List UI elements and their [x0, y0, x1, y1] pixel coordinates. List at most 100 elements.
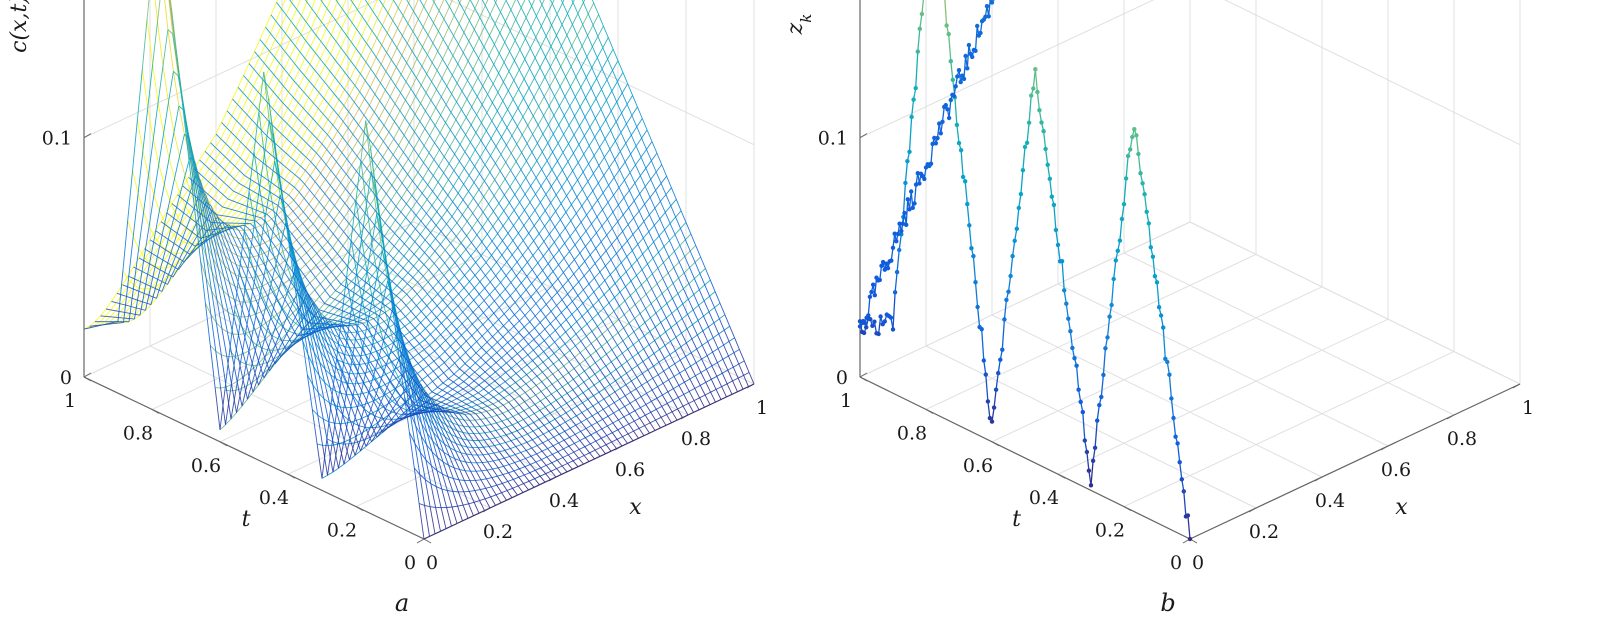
surface-x-segment — [514, 390, 521, 397]
surface-x-segment — [614, 159, 621, 170]
data-point — [1144, 209, 1149, 214]
surface-x-segment — [358, 124, 364, 132]
surface-x-segment — [353, 364, 360, 374]
surface-x-segment — [342, 121, 349, 129]
surface-x-segment — [199, 180, 205, 201]
series-segment — [960, 150, 964, 177]
surface-x-segment — [428, 14, 434, 24]
surface-x-segment — [534, 404, 541, 411]
surface-x-segment — [468, 190, 474, 199]
surface-x-segment — [108, 323, 114, 325]
surface-x-segment — [738, 363, 745, 376]
surface-x-segment — [287, 205, 294, 212]
surface-x-segment — [556, 292, 563, 300]
surface-x-segment — [270, 239, 276, 247]
surface-x-segment — [276, 225, 282, 233]
t-tick-label: 0.6 — [963, 455, 993, 477]
surface-x-segment — [558, 249, 565, 259]
surface-x-segment — [329, 387, 336, 406]
surface-x-segment — [313, 315, 319, 318]
surface-x-segment — [447, 385, 453, 390]
surface-x-segment — [408, 248, 415, 255]
surface-x-segment — [385, 399, 391, 409]
surface-x-segment — [420, 322, 426, 329]
surface-x-segment — [338, 344, 345, 355]
surface-x-segment — [379, 216, 386, 224]
series-segment — [1069, 331, 1074, 348]
surface-x-segment — [526, 442, 533, 449]
surface-x-segment — [215, 228, 221, 230]
surface-x-segment — [425, 393, 431, 405]
surface-x-segment — [639, 313, 646, 323]
data-point — [1074, 363, 1079, 368]
surface-x-segment — [327, 119, 334, 126]
surface-x-segment — [461, 323, 468, 330]
surface-x-segment — [285, 222, 292, 240]
surface-x-segment — [491, 409, 498, 416]
surface-x-segment — [153, 254, 160, 259]
surface-x-segment — [268, 85, 274, 93]
surface-x-segment — [320, 342, 327, 359]
surface-x-segment — [333, 93, 340, 100]
data-point — [1070, 345, 1075, 351]
surface-x-segment — [350, 60, 356, 68]
surface-x-segment — [373, 357, 380, 376]
surface-x-segment — [210, 228, 216, 231]
surface-x-segment — [733, 352, 740, 365]
data-point — [996, 370, 1001, 376]
surface-x-segment — [353, 229, 360, 236]
surface-x-segment — [455, 236, 462, 244]
surface-x-segment — [569, 106, 576, 117]
surface-x-segment — [238, 230, 244, 240]
surface-x-segment — [379, 376, 386, 385]
surface-x-segment — [613, 412, 619, 421]
surface-x-segment — [651, 273, 658, 284]
data-point — [1031, 86, 1036, 91]
surface-x-segment — [176, 240, 182, 254]
surface-x-segment — [738, 349, 745, 362]
surface-x-segment — [359, 91, 365, 99]
surface-x-segment — [348, 237, 354, 244]
surface-x-segment — [261, 211, 268, 215]
surface-x-segment — [259, 343, 266, 358]
data-point — [1146, 221, 1152, 226]
surface-x-segment — [375, 298, 381, 303]
surface-x-segment — [440, 406, 446, 409]
surface-x-segment — [332, 124, 339, 132]
surface-x-segment — [625, 123, 632, 136]
surface-x-segment — [481, 470, 487, 480]
surface-x-segment — [444, 262, 450, 270]
surface-x-segment — [487, 461, 493, 470]
surface-x-segment — [569, 251, 575, 260]
surface-x-segment — [282, 102, 289, 109]
surface-x-segment — [508, 71, 515, 81]
series-segment — [1042, 131, 1047, 150]
surface-x-segment — [341, 381, 348, 395]
surface-x-segment — [383, 141, 389, 149]
surface-x-segment — [324, 193, 330, 200]
surface-x-segment — [680, 346, 687, 357]
surface-x-segment — [414, 241, 420, 248]
surface-x-segment — [275, 235, 282, 243]
data-point — [1103, 346, 1108, 351]
series-segment — [1168, 374, 1173, 399]
surface-x-segment — [623, 314, 630, 324]
surface-x-segment — [260, 225, 266, 233]
surface-x-segment — [484, 371, 491, 377]
surface-x-segment — [670, 187, 677, 200]
surface-x-segment — [345, 173, 352, 181]
surface-x-segment — [243, 195, 249, 199]
surface-x-segment — [362, 393, 369, 404]
surface-x-segment — [483, 196, 489, 205]
surface-x-segment — [285, 33, 291, 40]
surface-x-segment — [513, 326, 520, 333]
surface-x-segment — [490, 486, 497, 496]
surface-x-segment — [492, 336, 498, 343]
surface-x-segment — [485, 275, 491, 283]
surface-x-segment — [633, 331, 640, 341]
surface-x-segment — [392, 269, 398, 276]
surface-x-segment — [204, 150, 211, 157]
surface-x-segment — [258, 362, 265, 379]
surface-x-segment — [452, 388, 458, 393]
surface-x-segment — [451, 74, 458, 84]
